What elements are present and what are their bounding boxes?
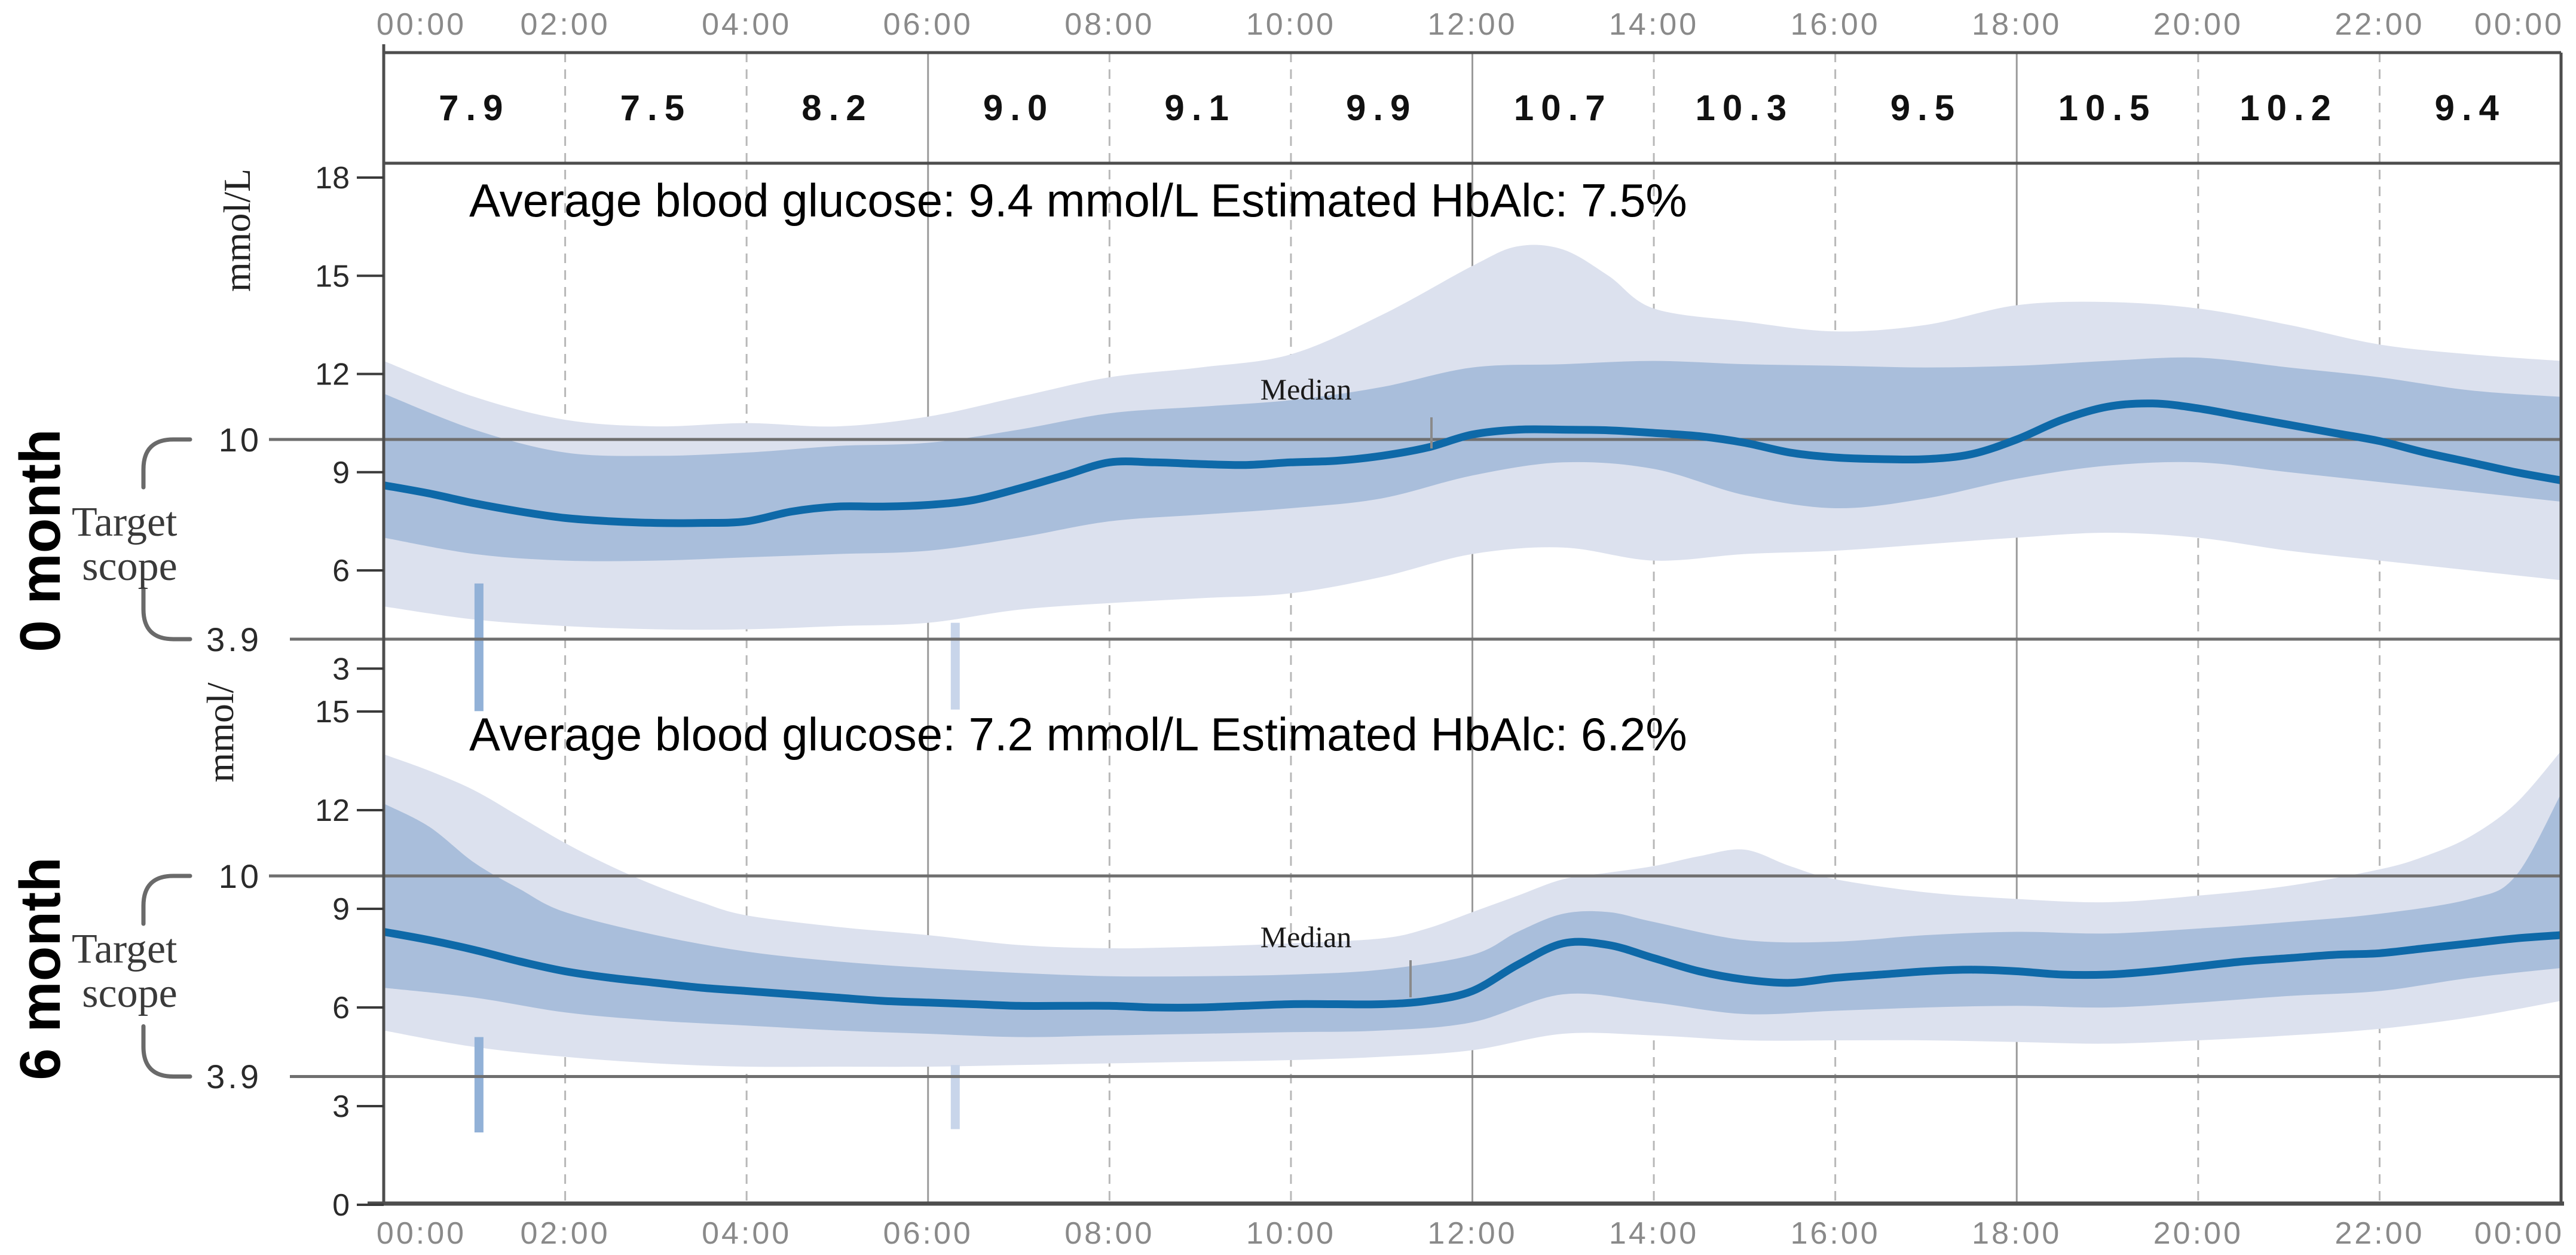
panel-label-6-month: 6 month	[8, 857, 72, 1080]
axis-text: 18 15 12 9 6 3 15 12 9 6 3 0 00:00 02:00 04:00 06:00 08:…	[315, 7, 2564, 1251]
y-axis-unit-6-month: mmol/	[199, 682, 241, 782]
median-curve	[384, 399, 2561, 527]
y-tick-label-9: 9	[332, 456, 350, 490]
y-tick-label-3: 3	[332, 1089, 350, 1124]
target-lower-label-0-month: 3.9	[206, 621, 262, 658]
figure-frame	[368, 44, 2564, 1206]
target-scope-label-0-month: Target scope	[72, 499, 188, 590]
y-tick-label-9: 9	[332, 892, 350, 927]
top-time-label-0000-0: 00:00	[377, 7, 466, 42]
y-tick-label-0: 0	[332, 1188, 350, 1223]
y-tick-label-12: 12	[315, 358, 350, 392]
bottom-time-label-1400-7: 14:00	[1609, 1216, 1699, 1251]
target-scope-line2: scope	[82, 970, 177, 1016]
panel-bands	[384, 751, 2561, 1067]
bottom-time-label-1200-6: 12:00	[1427, 1216, 1517, 1251]
top-time-label-1000-5: 10:00	[1246, 7, 1336, 42]
top-time-label-2200-11: 22:00	[2335, 7, 2424, 42]
top-time-label-2000-10: 20:00	[2153, 7, 2243, 42]
bottom-time-label-0000-0: 00:00	[377, 1216, 466, 1251]
two-hour-average-8: 9.5	[1890, 88, 1962, 128]
p25-75-band	[384, 793, 2561, 1037]
two-hour-average-6: 10.7	[1514, 88, 1613, 128]
top-time-label-0400-2: 04:00	[702, 7, 791, 42]
y-tick-label-18: 18	[315, 161, 350, 196]
top-time-label-0200-1: 02:00	[521, 7, 610, 42]
target-scope-line1: Target	[72, 926, 178, 972]
bottom-time-label-0000-12: 00:00	[2474, 1216, 2564, 1251]
target-scope-bracket-bottom	[141, 1024, 192, 1079]
y-tick-label-15: 15	[315, 259, 350, 294]
bottom-time-label-0400-2: 04:00	[702, 1216, 791, 1251]
y-tick-label-3: 3	[332, 652, 350, 686]
top-time-label-1400-7: 14:00	[1609, 7, 1699, 42]
bottom-time-label-0600-3: 06:00	[883, 1216, 973, 1251]
top-time-label-0000-12: 00:00	[2474, 7, 2564, 42]
median-label-0-month: Median	[1261, 372, 1352, 406]
two-hour-average-10: 10.2	[2240, 88, 2338, 128]
bottom-time-label-1600-8: 16:00	[1791, 1216, 1880, 1251]
panel-0-month-plot	[141, 245, 2561, 712]
median-curve	[384, 928, 2561, 1012]
p25-75-band	[384, 357, 2561, 561]
median-label-6-month: Median	[1261, 920, 1352, 954]
bottom-time-label-2200-11: 22:00	[2335, 1216, 2424, 1251]
two-hour-average-5: 9.9	[1346, 88, 1417, 128]
two-hour-average-7: 10.3	[1695, 88, 1794, 128]
two-hour-average-4: 9.1	[1164, 88, 1235, 128]
two-hour-average-11: 9.4	[2434, 88, 2505, 128]
bottom-time-label-0200-1: 02:00	[521, 1216, 610, 1251]
target-lower-label-6-month: 3.9	[206, 1058, 262, 1095]
top-time-label-1600-8: 16:00	[1791, 7, 1880, 42]
top-time-label-1200-6: 12:00	[1427, 7, 1517, 42]
target-scope-bracket-bottom	[141, 587, 192, 642]
bottom-time-label-1800-9: 18:00	[1972, 1216, 2061, 1251]
top-time-label-0600-3: 06:00	[883, 7, 973, 42]
bottom-time-label-0800-4: 08:00	[1064, 1216, 1154, 1251]
target-scope-bracket-top	[141, 874, 192, 926]
annotation-0-month: Average blood glucose: 9.4 mmol/L Estima…	[469, 174, 1687, 227]
static-labels: Average blood glucose: 9.4 mmol/L Estima…	[8, 169, 1687, 1095]
bottom-time-label-1000-5: 10:00	[1246, 1216, 1336, 1251]
two-hour-average-9: 10.5	[2058, 88, 2157, 128]
panel-label-0-month: 0 month	[8, 429, 72, 652]
two-hour-average-1: 7.5	[620, 88, 692, 128]
target-upper-label-6-month: 10	[219, 857, 262, 895]
two-hour-average-0: 7.9	[439, 88, 510, 128]
bottom-time-label-2000-10: 20:00	[2153, 1216, 2243, 1251]
annotation-6-month: Average blood glucose: 7.2 mmol/L Estima…	[469, 708, 1687, 761]
two-hour-average-2: 8.2	[801, 88, 873, 128]
two-hour-average-3: 9.0	[983, 88, 1054, 128]
y-axis-unit-0-month: mmol/L	[216, 169, 258, 292]
target-upper-label-0-month: 10	[219, 421, 262, 459]
panel-6-month-plot	[141, 751, 2561, 1132]
y-tick-label-15: 15	[315, 695, 350, 729]
target-scope-line1: Target	[72, 499, 178, 545]
top-time-label-1800-9: 18:00	[1972, 7, 2061, 42]
target-scope-bracket-top	[141, 437, 192, 490]
y-tick-label-6: 6	[332, 554, 350, 588]
y-tick-label-12: 12	[315, 793, 350, 828]
target-scope-label-6-month: Target scope	[72, 926, 188, 1016]
y-tick-label-6: 6	[332, 991, 350, 1025]
top-time-label-0800-4: 08:00	[1064, 7, 1154, 42]
target-scope-line2: scope	[82, 543, 177, 590]
